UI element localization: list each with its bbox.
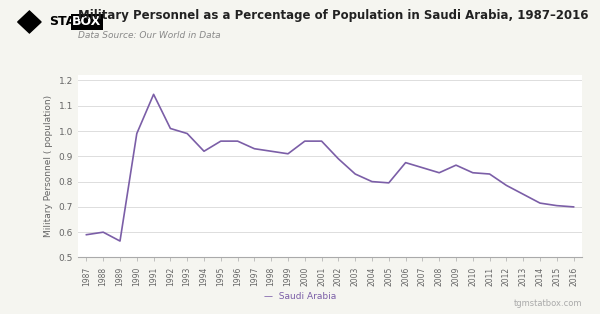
Text: STAT: STAT <box>49 15 83 29</box>
Polygon shape <box>18 11 41 33</box>
Text: tgmstatbox.com: tgmstatbox.com <box>514 299 582 308</box>
Text: BOX: BOX <box>73 15 101 29</box>
Text: —  Saudi Arabia: — Saudi Arabia <box>264 292 336 301</box>
Y-axis label: Military Personnel ( population): Military Personnel ( population) <box>44 95 53 237</box>
Text: Military Personnel as a Percentage of Population in Saudi Arabia, 1987–2016: Military Personnel as a Percentage of Po… <box>78 9 589 22</box>
Text: Data Source: Our World in Data: Data Source: Our World in Data <box>78 31 221 41</box>
